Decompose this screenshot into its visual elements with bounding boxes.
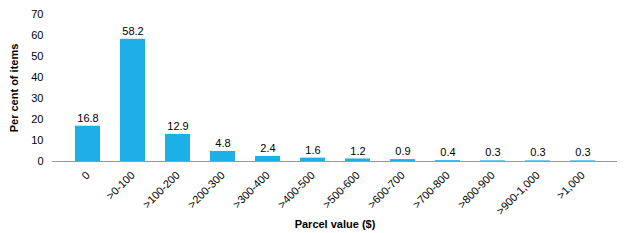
svg-text:>400-500: >400-500 — [275, 169, 317, 211]
svg-text:60: 60 — [31, 29, 43, 41]
svg-text:>900-1,000: >900-1,000 — [494, 169, 542, 217]
svg-text:>1,000: >1,000 — [554, 169, 586, 201]
svg-text:Parcel value ($): Parcel value ($) — [295, 218, 376, 230]
svg-text:2.4: 2.4 — [260, 142, 275, 154]
svg-text:20: 20 — [31, 113, 43, 125]
svg-text:>800-900: >800-900 — [455, 169, 497, 211]
svg-text:30: 30 — [31, 92, 43, 104]
svg-text:16.8: 16.8 — [77, 112, 98, 124]
svg-text:>0-100: >0-100 — [104, 169, 137, 202]
svg-text:1.6: 1.6 — [305, 144, 320, 156]
svg-text:0: 0 — [79, 169, 92, 182]
svg-text:>100-200: >100-200 — [140, 169, 182, 211]
svg-text:0.4: 0.4 — [440, 146, 455, 158]
svg-text:>600-700: >600-700 — [365, 169, 407, 211]
svg-text:0.3: 0.3 — [485, 146, 500, 158]
svg-text:>500-600: >500-600 — [320, 169, 362, 211]
svg-text:58.2: 58.2 — [122, 25, 143, 37]
svg-text:>700-800: >700-800 — [410, 169, 452, 211]
svg-text:1.2: 1.2 — [350, 145, 365, 157]
svg-text:Per cent of items: Per cent of items — [8, 44, 20, 133]
svg-text:50: 50 — [31, 50, 43, 62]
svg-text:0.9: 0.9 — [395, 145, 410, 157]
svg-text:0: 0 — [37, 155, 43, 167]
svg-text:10: 10 — [31, 134, 43, 146]
svg-text:12.9: 12.9 — [167, 120, 188, 132]
svg-text:4.8: 4.8 — [215, 137, 230, 149]
svg-text:>300-400: >300-400 — [230, 169, 272, 211]
svg-text:40: 40 — [31, 71, 43, 83]
svg-text:0.3: 0.3 — [575, 146, 590, 158]
svg-text:70: 70 — [31, 8, 43, 20]
svg-text:>200-300: >200-300 — [185, 169, 227, 211]
svg-text:0.3: 0.3 — [530, 146, 545, 158]
